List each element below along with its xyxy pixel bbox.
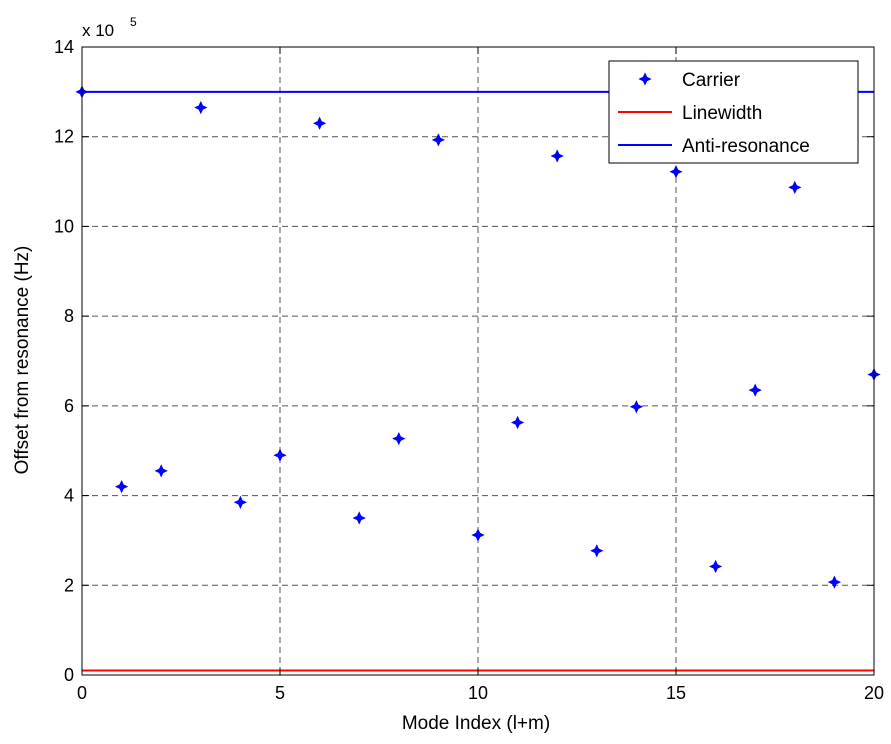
y-tick-label: 14	[54, 37, 74, 57]
carrier-point	[748, 383, 762, 397]
x-tick-label: 15	[666, 683, 686, 703]
y-tick-label: 12	[54, 127, 74, 147]
legend: Carrier Linewidth Anti-resonance	[608, 60, 859, 164]
x-axis-label: Mode Index (l+m)	[402, 713, 550, 734]
carrier-point	[590, 544, 604, 558]
y-tick-label: 6	[64, 396, 74, 416]
carrier-point	[154, 464, 168, 478]
x-tick-label: 10	[468, 683, 488, 703]
carrier-point	[669, 165, 683, 179]
legend-label-carrier: Carrier	[682, 70, 741, 91]
x-tick-label: 0	[77, 683, 87, 703]
y-tick-label: 8	[64, 306, 74, 326]
y-axis-multiplier-exponent: 5	[130, 15, 137, 29]
carrier-point	[194, 100, 208, 115]
y-tick-label: 0	[64, 665, 74, 685]
carrier-point	[352, 511, 366, 525]
carrier-point	[510, 415, 525, 430]
carrier-point	[788, 180, 802, 195]
carrier-point	[708, 559, 723, 574]
carrier-point	[471, 528, 485, 542]
carrier-point	[629, 400, 644, 414]
carrier-point	[431, 133, 446, 147]
x-tick-label: 20	[864, 683, 884, 703]
y-axis-label: Offset from resonance (Hz)	[12, 246, 33, 475]
legend-label-anti-resonance: Anti-resonance	[682, 136, 810, 157]
x-tick-label: 5	[275, 683, 285, 703]
y-tick-label: 2	[64, 575, 74, 595]
carrier-point	[312, 116, 327, 130]
carrier-point	[392, 431, 406, 446]
carrier-point	[114, 479, 129, 494]
carrier-point	[550, 149, 564, 163]
y-axis-multiplier: x 10	[82, 21, 114, 40]
y-tick-label: 4	[64, 486, 74, 506]
carrier-point	[233, 495, 248, 509]
ticks: 0 5 10 15 20 0 2 4 6 8 10 12 14	[54, 37, 884, 703]
carrier-point	[273, 448, 287, 462]
carrier-point	[827, 575, 842, 589]
legend-label-linewidth: Linewidth	[682, 103, 762, 124]
y-tick-label: 10	[54, 216, 74, 236]
legend-marker-carrier	[638, 72, 652, 86]
